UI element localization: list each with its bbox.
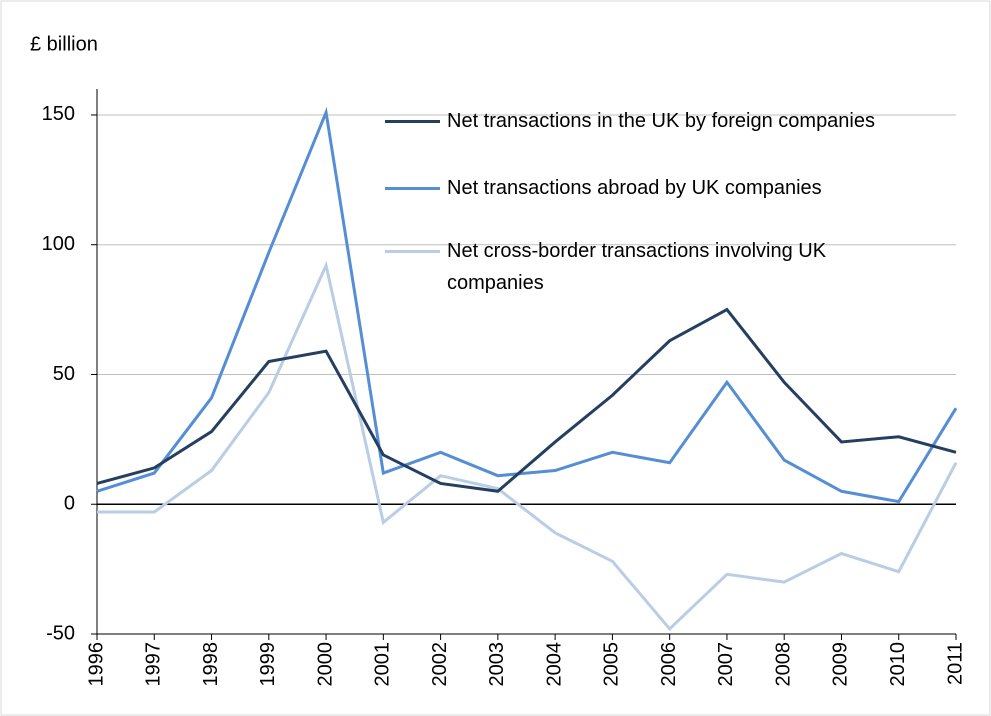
- y-tick-label: -50: [46, 622, 75, 644]
- x-tick-label: 1998: [200, 642, 222, 687]
- x-tick-label: 2003: [486, 642, 508, 687]
- x-tick-label: 2011: [944, 642, 966, 685]
- legend-item: Net transactions in the UK by foreign co…: [385, 105, 985, 137]
- x-tick-label: 2006: [658, 642, 680, 687]
- line-series: [97, 260, 958, 631]
- legend-label: Net transactions in the UK by foreign co…: [447, 110, 875, 132]
- legend-label: Net cross-border transactions involving …: [447, 240, 827, 294]
- x-tick-label: 2008: [772, 642, 794, 687]
- legend-item: Net transactions abroad by UK companies: [385, 172, 985, 204]
- x-tick-label: 2002: [429, 642, 451, 687]
- x-tick-label: 2004: [543, 642, 565, 687]
- y-tick-label: 0: [64, 493, 75, 515]
- y-tick-label: 150: [42, 103, 75, 125]
- x-tick-label: 2009: [830, 642, 852, 687]
- y-tick-label: 50: [53, 363, 75, 385]
- y-axis-label: £ billion: [30, 33, 98, 55]
- line-series: [96, 106, 958, 504]
- legend-item: Net cross-border transactions involving …: [385, 235, 985, 299]
- x-tick-label: 1996: [85, 642, 107, 687]
- x-tick-label: 1999: [257, 642, 279, 687]
- legend-swatch: [385, 120, 440, 123]
- line-series: [96, 307, 957, 493]
- x-tick-label: 2010: [887, 642, 909, 687]
- x-tick-label: 2005: [601, 642, 623, 687]
- legend-swatch: [385, 250, 440, 253]
- x-tick-label: 2007: [715, 642, 737, 687]
- x-tick-label: 2001: [372, 642, 394, 687]
- legend-swatch: [385, 187, 440, 190]
- x-tick-label: 1997: [143, 642, 165, 687]
- legend-label: Net transactions abroad by UK companies: [447, 177, 822, 199]
- y-tick-label: 100: [42, 233, 75, 255]
- x-tick-label: 2000: [314, 642, 336, 687]
